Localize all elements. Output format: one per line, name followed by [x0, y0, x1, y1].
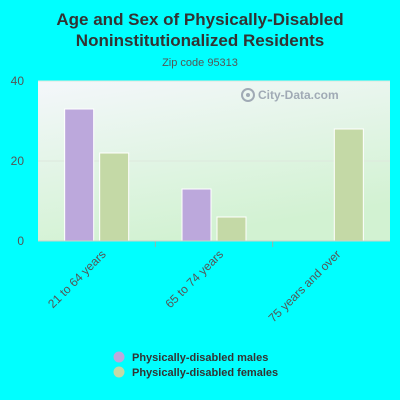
legend: Physically-disabled males Physically-dis…: [113, 351, 278, 379]
chart-title-line-1: Age and Sex of Physically-Disabled: [56, 10, 343, 29]
watermark-logo-icon: [241, 88, 255, 102]
x-category-label: 75 years and over: [266, 247, 344, 325]
x-category-label: 65 to 74 years: [162, 247, 226, 311]
watermark: City-Data.com: [241, 88, 339, 102]
legend-swatch-males: [113, 351, 125, 363]
chart-subtitle: Zip code 95313: [162, 57, 238, 69]
bar-females-0: [99, 152, 130, 242]
bar-females-1: [216, 216, 247, 242]
y-tick-label: 0: [17, 234, 24, 248]
chart-title-line-2: Noninstitutionalized Residents: [76, 31, 324, 50]
legend-label-females: Physically-disabled females: [132, 367, 278, 379]
y-tick-label: 20: [11, 154, 25, 168]
x-category-label: 21 to 64 years: [45, 247, 109, 311]
bar-males-1: [181, 188, 212, 242]
legend-label-males: Physically-disabled males: [132, 352, 268, 364]
watermark-text: City-Data.com: [258, 88, 339, 102]
y-tick-label: 40: [11, 74, 25, 88]
bar-females-2: [333, 128, 364, 242]
bar-males-0: [64, 108, 95, 242]
legend-swatch-females: [113, 366, 125, 378]
